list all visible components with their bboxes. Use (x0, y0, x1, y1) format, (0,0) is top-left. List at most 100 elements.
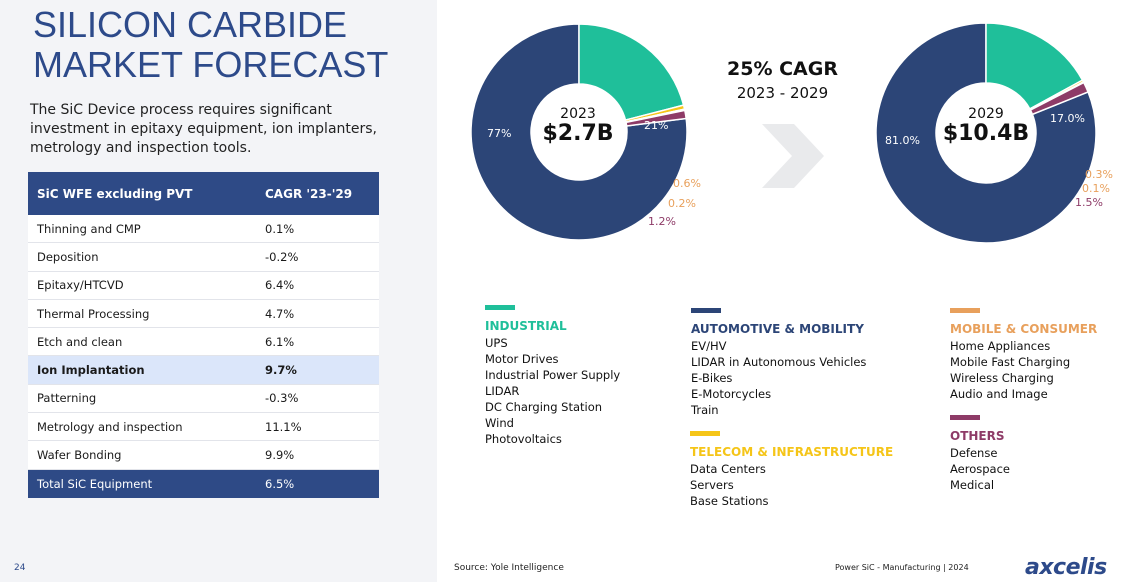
row-name: Thinning and CMP (37, 221, 141, 236)
legend-mobile: MOBILE & CONSUMER Home Appliances Mobile … (950, 308, 1097, 402)
table-body: Thinning and CMP 0.1% Deposition -0.2% Epita… (28, 215, 379, 470)
row-name: Metrology and inspection (37, 419, 183, 434)
legend-item: Home Appliances (950, 339, 1051, 353)
donut-2029-center: 2029 $10.4B (936, 106, 1036, 146)
legend-title-industrial: INDUSTRIAL (485, 319, 567, 333)
donut-2029: 2029 $10.4B (875, 22, 1097, 244)
legend-item: Wind (485, 416, 514, 430)
total-name: Total SiC Equipment (37, 476, 153, 491)
donut-2023-center: 2023 $2.7B (528, 106, 628, 146)
legend-items-others: Defense Aerospace Medical (950, 445, 1010, 493)
donut-slice-others (1029, 81, 1090, 116)
table-row: Thinning and CMP 0.1% (28, 215, 379, 244)
row-cagr: 9.7% (265, 363, 297, 378)
source-note: Source: Yole Intelligence (454, 563, 564, 573)
donut-slice-automotive (470, 23, 688, 241)
legend-swatch-automotive (691, 308, 721, 313)
legend-item: UPS (485, 336, 508, 350)
legend-item: Wireless Charging (950, 371, 1054, 385)
legend-item: Medical (950, 478, 995, 492)
legend-swatch-others (950, 415, 980, 420)
donut-slice-automotive (875, 22, 1097, 244)
table-row: Wafer Bonding 9.9% (28, 441, 379, 470)
row-name: Ion Implantation (37, 363, 145, 378)
page-title: SILICON CARBIDE MARKET FORECAST (33, 5, 433, 85)
row-cagr: 6.1% (265, 334, 295, 349)
legend-title-mobile: MOBILE & CONSUMER (950, 322, 1098, 336)
cagr-range: 2023 - 2029 (736, 84, 829, 102)
footer-label: Power SiC - Manufacturing | 2024 (835, 563, 969, 572)
title-line-1: SILICON CARBIDE (33, 4, 348, 45)
legend-item: E-Bikes (691, 371, 733, 385)
label-2023-industrial: 21% (644, 119, 669, 132)
donut-2029-svg (875, 22, 1097, 244)
legend-item: E-Motorcycles (691, 387, 772, 401)
legend-item: Photovoltaics (485, 432, 562, 446)
row-cagr: -0.2% (265, 249, 299, 264)
row-name: Deposition (37, 249, 99, 264)
row-name: Etch and clean (37, 334, 123, 349)
legend-others: OTHERS Defense Aerospace Medical (950, 415, 1010, 493)
legend-telecom: TELECOM & INFRASTRUCTURE Data Centers Ser… (690, 431, 893, 509)
legend-industrial: INDUSTRIAL UPS Motor Drives Industrial Pow… (485, 305, 620, 447)
legend-items-telecom: Data Centers Servers Base Stations (690, 461, 893, 509)
label-2023-automotive: 77% (487, 127, 512, 140)
legend-items-automotive: EV/HV LIDAR in Autonomous Vehicles E-Bikes… (691, 338, 866, 418)
row-cagr: 9.9% (265, 448, 295, 463)
legend-item: Audio and Image (950, 387, 1048, 401)
donut-slice-others (625, 109, 687, 127)
table-row: Etch and clean 6.1% (28, 328, 379, 357)
cagr-callout: 25% CAGR 2023 - 2029 (705, 58, 860, 102)
row-cagr: 6.4% (265, 278, 295, 293)
label-2023-others: 1.2% (648, 215, 676, 228)
row-name: Thermal Processing (37, 306, 150, 321)
row-name: Wafer Bonding (37, 448, 122, 463)
legend-item: Train (691, 403, 719, 417)
label-2023-telecom: 0.6% (673, 177, 701, 190)
legend-item: Defense (950, 446, 998, 460)
total-cagr: 6.5% (265, 476, 295, 491)
table-row: Deposition -0.2% (28, 243, 379, 272)
legend-item: LIDAR (485, 384, 520, 398)
title-line-2: MARKET FORECAST (33, 44, 389, 85)
axcelis-logo: axcelis (1025, 555, 1107, 580)
legend-items-mobile: Home Appliances Mobile Fast Charging Wirel… (950, 338, 1097, 402)
table-header: SiC WFE excluding PVT CAGR '23-'29 (28, 172, 379, 215)
row-cagr: 4.7% (265, 306, 295, 321)
legend-item: Data Centers (690, 462, 766, 476)
legend-title-telecom: TELECOM & INFRASTRUCTURE (690, 445, 894, 459)
donut-2023-total: $2.7B (542, 121, 614, 146)
legend-item: Servers (690, 478, 734, 492)
legend-item: LIDAR in Autonomous Vehicles (691, 355, 867, 369)
legend-swatch-mobile (950, 308, 980, 313)
table-row: Ion Implantation 9.7% (28, 356, 379, 385)
row-name: Patterning (37, 391, 97, 406)
row-cagr: 11.1% (265, 419, 302, 434)
table-row: Thermal Processing 4.7% (28, 299, 379, 329)
legend-title-automotive: AUTOMOTIVE & MOBILITY (691, 322, 864, 336)
legend-item: Mobile Fast Charging (950, 355, 1071, 369)
legend-item: EV/HV (691, 339, 727, 353)
legend-swatch-industrial (485, 305, 515, 310)
donut-slice-industrial (578, 23, 685, 121)
row-name: Epitaxy/HTCVD (37, 278, 124, 293)
legend-item: DC Charging Station (485, 400, 603, 414)
legend-item: Aerospace (950, 462, 1010, 476)
donut-2029-year: 2029 (968, 106, 1004, 122)
subtitle: The SiC Device process requires signific… (30, 102, 377, 156)
chevron-right-icon (762, 124, 824, 188)
legend-swatch-telecom (690, 431, 720, 436)
row-cagr: -0.3% (265, 391, 299, 406)
header-segment: SiC WFE excluding PVT (37, 186, 193, 201)
label-2029-automotive: 81.0% (885, 134, 920, 147)
table-row: Patterning -0.3% (28, 384, 379, 414)
row-cagr: 0.1% (265, 221, 295, 236)
table-total-row: Total SiC Equipment 6.5% (28, 469, 379, 498)
legend-items-industrial: UPS Motor Drives Industrial Power Supply LI… (485, 335, 620, 447)
legend-title-others: OTHERS (950, 429, 1005, 443)
legend-item: Motor Drives (485, 352, 559, 366)
table-row: Epitaxy/HTCVD 6.4% (28, 271, 379, 300)
donut-2023-year: 2023 (560, 106, 596, 122)
label-2023-mobile: 0.2% (668, 197, 696, 210)
label-2029-others: 1.5% (1075, 196, 1103, 209)
